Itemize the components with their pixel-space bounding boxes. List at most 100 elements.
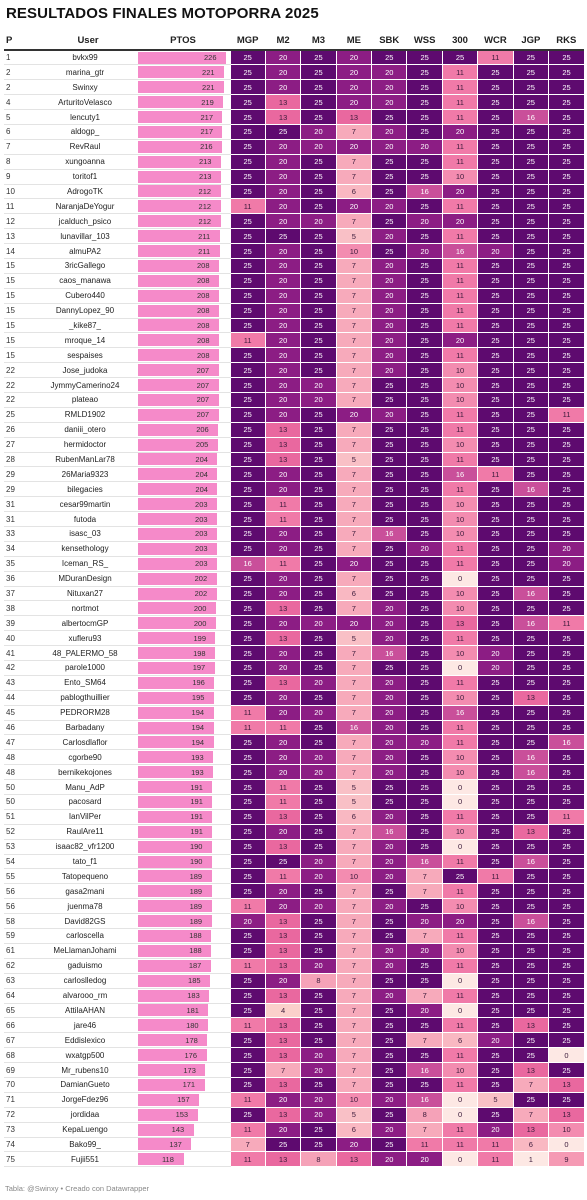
score-cell-m3: 25 <box>300 452 337 468</box>
points-value: 217 <box>200 127 213 137</box>
score-cell-me: 7 <box>335 422 372 438</box>
score-cell-wcr: 25 <box>477 437 514 453</box>
points-cell: 183 <box>136 988 230 1004</box>
score-cell-wss: 25 <box>406 273 443 289</box>
user-cell: KepaLuengo <box>40 1122 136 1138</box>
points-value: 199 <box>193 633 206 643</box>
score-cell-mgp: 11 <box>229 958 266 974</box>
score-cell-sbk: 20 <box>371 198 407 215</box>
score-cell-sbk: 25 <box>371 1032 407 1049</box>
user-cell: pacosard <box>40 794 136 810</box>
score-cell-wss: 25 <box>406 452 443 468</box>
points-bar <box>138 781 213 794</box>
table-body: 1 bvkx99 226 25 20 25 20 25 25 25 11 25 25 2 marina_gt… <box>4 50 584 1168</box>
score-cell-wcr: 25 <box>477 883 514 900</box>
position-cell: 15 <box>4 288 40 304</box>
points-value: 196 <box>192 678 205 688</box>
user-cell: Iceman_RS_ <box>40 556 136 572</box>
points-value: 157 <box>177 1095 190 1105</box>
position-cell: 56 <box>4 898 40 915</box>
score-cell-jgp: 7 <box>512 1107 549 1123</box>
score-cell-300: 25 <box>441 50 478 66</box>
score-cell-300: 11 <box>441 854 478 870</box>
score-cell-m2: 13 <box>264 675 301 691</box>
user-cell: carloslledog <box>40 973 136 989</box>
score-cell-300: 11 <box>441 958 478 974</box>
score-cell-mgp: 25 <box>229 928 266 944</box>
score-cell-300: 11 <box>441 94 478 111</box>
score-cell-m2: 13 <box>264 422 301 438</box>
points-bar <box>138 379 219 392</box>
table-row: 66 jare46 180 11 13 25 7 25 25 11 25 13 25 <box>4 1017 584 1034</box>
position-cell: 15 <box>4 273 40 289</box>
score-cell-rks: 9 <box>548 1151 584 1168</box>
user-cell: MDuranDesign <box>40 571 136 587</box>
score-cell-jgp: 25 <box>512 526 549 542</box>
score-cell-wcr: 25 <box>477 109 514 125</box>
score-cell-rks: 25 <box>548 705 584 721</box>
score-cell-wcr: 25 <box>477 764 514 781</box>
score-cell-me: 7 <box>335 898 372 915</box>
score-cell-wss: 25 <box>406 1017 443 1034</box>
user-cell: Tatopequeno <box>40 868 136 885</box>
score-cell-me: 20 <box>335 1137 372 1153</box>
score-cell-m3: 25 <box>300 422 337 438</box>
score-cell-me: 7 <box>335 541 372 557</box>
score-cell-wcr: 25 <box>477 854 514 870</box>
score-cell-me: 13 <box>335 109 372 125</box>
score-cell-mgp: 25 <box>229 422 266 438</box>
score-cell-m3: 25 <box>300 243 337 259</box>
score-cell-sbk: 25 <box>371 1017 407 1034</box>
score-cell-wcr: 25 <box>477 64 514 81</box>
points-value: 208 <box>196 306 210 316</box>
score-cell-m3: 25 <box>300 660 337 676</box>
score-cell-rks: 25 <box>548 749 584 766</box>
points-cell: 137 <box>136 1137 230 1153</box>
score-cell-me: 7 <box>335 392 372 408</box>
score-cell-300: 11 <box>441 303 478 319</box>
points-bar <box>138 483 218 496</box>
score-cell-me: 7 <box>335 943 372 959</box>
score-cell-rks: 25 <box>548 1003 584 1019</box>
score-cell-m2: 20 <box>264 198 301 215</box>
score-cell-wss: 25 <box>406 198 443 215</box>
points-value: 203 <box>195 499 208 509</box>
score-cell-rks: 25 <box>548 332 584 349</box>
score-cell-m3: 25 <box>300 928 337 944</box>
score-cell-mgp: 11 <box>229 1122 266 1138</box>
score-cell-jgp: 25 <box>512 258 549 274</box>
score-cell-m3: 25 <box>300 541 337 557</box>
score-cell-jgp: 7 <box>512 1077 549 1093</box>
user-cell: Bako99_ <box>40 1137 136 1153</box>
points-bar <box>138 200 221 213</box>
score-cell-wcr: 25 <box>477 154 514 170</box>
points-cell: 217 <box>136 109 230 125</box>
score-cell-rks: 25 <box>548 1017 584 1034</box>
points-cell: 190 <box>136 854 230 870</box>
score-cell-me: 6 <box>335 809 372 825</box>
table-row: 67 Eddislexico 178 25 13 25 7 25 7 6 20 25 25 <box>4 1032 584 1049</box>
score-cell-m2: 13 <box>264 1032 301 1049</box>
score-cell-sbk: 20 <box>371 749 407 766</box>
score-cell-wss: 25 <box>406 50 443 66</box>
position-cell: 5 <box>4 109 40 125</box>
points-bar <box>138 632 216 645</box>
user-cell: nortmot <box>40 600 136 617</box>
points-bar <box>138 959 211 972</box>
score-cell-me: 7 <box>335 824 372 840</box>
score-cell-m3: 25 <box>300 154 337 170</box>
score-cell-m2: 20 <box>264 169 301 185</box>
score-cell-m3: 25 <box>300 198 337 215</box>
score-cell-sbk: 20 <box>371 124 407 140</box>
points-bar <box>138 155 221 168</box>
score-cell-rks: 11 <box>548 407 584 423</box>
score-cell-wss: 25 <box>406 64 443 81</box>
points-cell: 193 <box>136 749 230 766</box>
score-cell-me: 7 <box>335 377 372 393</box>
user-cell: carloscella <box>40 928 136 944</box>
points-value: 207 <box>196 410 210 420</box>
points-bar <box>138 810 213 823</box>
points-value: 212 <box>198 186 212 196</box>
score-cell-m2: 20 <box>264 407 301 423</box>
score-cell-jgp: 13 <box>512 1062 549 1078</box>
